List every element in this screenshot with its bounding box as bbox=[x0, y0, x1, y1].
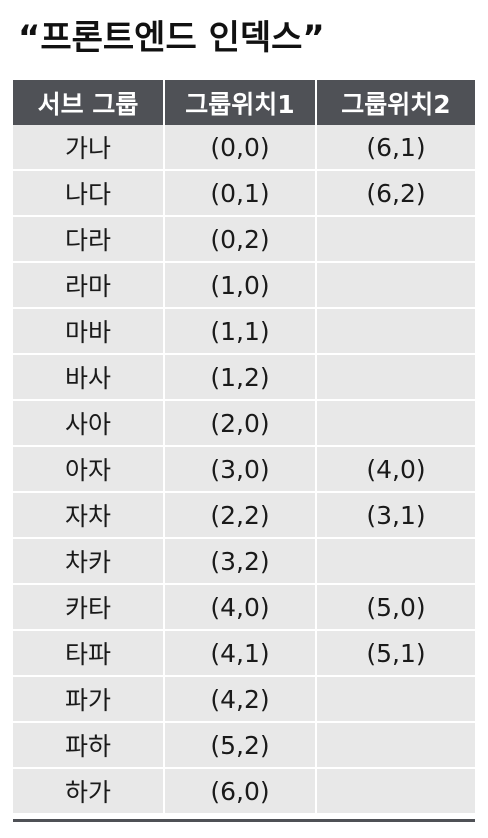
cell-group-position-2: (6,1) bbox=[315, 125, 475, 170]
cell-group-position-2 bbox=[315, 307, 475, 354]
cell-subgroup: 마바 bbox=[13, 307, 164, 354]
cell-group-position-1: (4,1) bbox=[163, 629, 316, 676]
cell-group-position-2 bbox=[315, 353, 475, 400]
cell-group-position-1: (1,2) bbox=[163, 353, 316, 400]
cell-group-position-1: (1,1) bbox=[163, 307, 316, 354]
cell-group-position-1: (0,0) bbox=[163, 125, 316, 170]
cell-group-position-2: (4,0) bbox=[315, 445, 475, 492]
table-row: 라마 (1,0) bbox=[13, 261, 475, 308]
cell-group-position-1: (4,0) bbox=[163, 583, 316, 630]
cell-subgroup: 아자 bbox=[13, 445, 164, 492]
table-row: 파가 (4,2) bbox=[13, 675, 475, 722]
cell-subgroup: 다라 bbox=[13, 215, 164, 262]
table-header-row: 서브 그룹 그룹위치1 그룹위치2 bbox=[13, 80, 475, 125]
cell-group-position-1: (4,2) bbox=[163, 675, 316, 722]
table-row: 마바 (1,1) bbox=[13, 307, 475, 354]
cell-group-position-2 bbox=[315, 215, 475, 262]
cell-group-position-1: (2,2) bbox=[163, 491, 316, 538]
cell-subgroup: 사아 bbox=[13, 399, 164, 446]
cell-group-position-2: (5,0) bbox=[315, 583, 475, 630]
column-header-subgroup: 서브 그룹 bbox=[13, 80, 164, 125]
cell-group-position-1: (0,2) bbox=[163, 215, 316, 262]
cell-group-position-2: (6,2) bbox=[315, 169, 475, 216]
cell-group-position-2 bbox=[315, 721, 475, 768]
table-row: 사아 (2,0) bbox=[13, 399, 475, 446]
table-row: 카타 (4,0) (5,0) bbox=[13, 583, 475, 630]
cell-subgroup: 파하 bbox=[13, 721, 164, 768]
table-row: 가나 (0,0) (6,1) bbox=[13, 125, 475, 170]
index-table: 서브 그룹 그룹위치1 그룹위치2 가나 (0,0) (6,1) 나다 (0,1) (6,… bbox=[13, 80, 475, 813]
table-body: 가나 (0,0) (6,1) 나다 (0,1) (6,2) 다라 (0,2) 라마 (1,0) 마바… bbox=[13, 125, 475, 813]
column-header-group-position-2: 그룹위치2 bbox=[315, 80, 475, 125]
cell-subgroup: 나다 bbox=[13, 169, 164, 216]
cell-subgroup: 라마 bbox=[13, 261, 164, 308]
cell-subgroup: 바사 bbox=[13, 353, 164, 400]
cell-group-position-2 bbox=[315, 399, 475, 446]
cell-subgroup: 가나 bbox=[13, 125, 164, 170]
table-row: 자차 (2,2) (3,1) bbox=[13, 491, 475, 538]
table-row: 파하 (5,2) bbox=[13, 721, 475, 768]
cell-group-position-1: (3,0) bbox=[163, 445, 316, 492]
cell-group-position-2 bbox=[315, 261, 475, 308]
table-row: 아자 (3,0) (4,0) bbox=[13, 445, 475, 492]
table-bottom-border bbox=[13, 819, 475, 822]
cell-group-position-2: (3,1) bbox=[315, 491, 475, 538]
table-row: 차카 (3,2) bbox=[13, 537, 475, 584]
cell-subgroup: 하가 bbox=[13, 767, 164, 813]
table-row: 다라 (0,2) bbox=[13, 215, 475, 262]
cell-group-position-1: (0,1) bbox=[163, 169, 316, 216]
cell-subgroup: 카타 bbox=[13, 583, 164, 630]
column-header-group-position-1: 그룹위치1 bbox=[163, 80, 316, 125]
cell-group-position-2 bbox=[315, 675, 475, 722]
cell-group-position-2: (5,1) bbox=[315, 629, 475, 676]
table-row: 바사 (1,2) bbox=[13, 353, 475, 400]
cell-group-position-1: (3,2) bbox=[163, 537, 316, 584]
cell-subgroup: 파가 bbox=[13, 675, 164, 722]
cell-group-position-1: (6,0) bbox=[163, 767, 316, 813]
cell-group-position-1: (5,2) bbox=[163, 721, 316, 768]
cell-subgroup: 자차 bbox=[13, 491, 164, 538]
table-row: 하가 (6,0) bbox=[13, 767, 475, 813]
cell-group-position-1: (1,0) bbox=[163, 261, 316, 308]
cell-group-position-2 bbox=[315, 767, 475, 813]
table-row: 나다 (0,1) (6,2) bbox=[13, 169, 475, 216]
cell-group-position-1: (2,0) bbox=[163, 399, 316, 446]
cell-subgroup: 타파 bbox=[13, 629, 164, 676]
table-row: 타파 (4,1) (5,1) bbox=[13, 629, 475, 676]
cell-group-position-2 bbox=[315, 537, 475, 584]
cell-subgroup: 차카 bbox=[13, 537, 164, 584]
page-title: “프론트엔드 인덱스” bbox=[18, 18, 325, 58]
